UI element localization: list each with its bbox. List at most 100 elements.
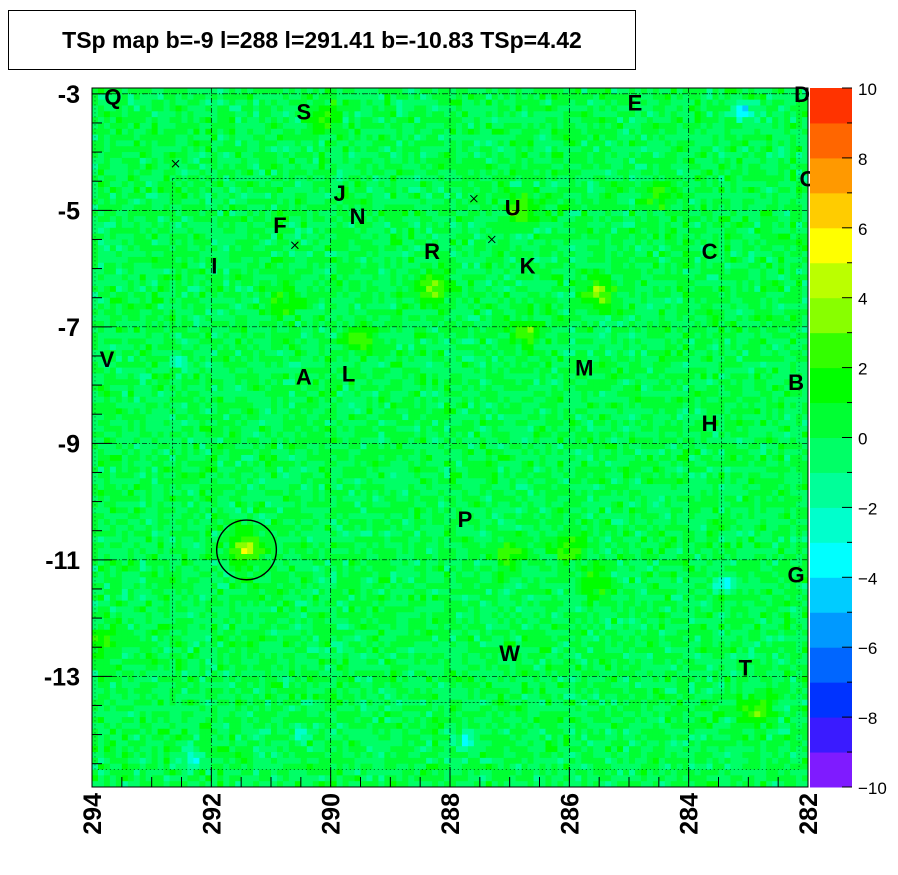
heat-cell [426, 245, 433, 252]
heat-cell [533, 321, 540, 328]
heat-cell [265, 309, 272, 316]
heat-cell [378, 128, 385, 136]
heat-cell [121, 169, 129, 176]
heat-cell [575, 204, 582, 211]
heat-cell [491, 245, 499, 252]
heat-cell [784, 309, 791, 316]
heat-cell [605, 146, 612, 153]
heat-cell [557, 99, 564, 106]
heat-cell [658, 93, 666, 101]
heat-cell [754, 157, 761, 165]
heat-cell [181, 152, 188, 159]
heat-cell [658, 291, 666, 299]
heat-cell [682, 268, 690, 275]
heat-cell [121, 251, 129, 258]
heat-cell [229, 157, 236, 165]
heat-cell [294, 210, 302, 217]
heat-cell [473, 93, 481, 101]
heat-cell [300, 204, 308, 211]
heat-cell [450, 315, 457, 322]
heat-cell [569, 221, 576, 229]
heat-cell [175, 204, 182, 211]
heat-cell [175, 262, 182, 269]
heat-cell [748, 274, 755, 281]
heat-cell [790, 111, 797, 118]
heat-cell [115, 152, 123, 159]
heat-cell [97, 169, 105, 176]
heat-cell [676, 181, 684, 188]
heat-cell [551, 163, 558, 170]
heat-cell [587, 239, 594, 246]
heat-cell [360, 245, 367, 252]
heat-cell [145, 157, 153, 165]
heat-cell [354, 88, 361, 95]
heat-cell [593, 140, 600, 147]
heat-cell [187, 262, 194, 269]
heat-cell [241, 111, 248, 118]
heat-cell [265, 134, 272, 141]
heat-cell [700, 134, 707, 141]
heat-cell [575, 268, 582, 275]
heat-cell [748, 181, 755, 188]
heat-cell [348, 88, 355, 95]
heat-cell [533, 221, 540, 229]
heat-cell [706, 204, 713, 211]
heat-cell [300, 227, 308, 235]
heat-cell [450, 117, 457, 124]
heat-cell [271, 122, 278, 130]
heat-cell [778, 157, 785, 165]
heat-cell [569, 163, 576, 170]
heat-cell [145, 192, 153, 200]
heat-cell [575, 88, 582, 95]
heat-cell [497, 192, 505, 200]
heat-cell [503, 297, 511, 304]
heat-cell [217, 111, 224, 118]
heat-cell [276, 163, 284, 170]
heat-cell [247, 192, 254, 200]
heat-cell [396, 245, 403, 252]
heat-cell [396, 227, 403, 235]
heat-cell [790, 204, 797, 211]
heat-cell [640, 117, 648, 124]
heat-cell [754, 262, 761, 269]
heat-cell [629, 210, 636, 217]
heat-cell [306, 140, 314, 147]
heat-cell [199, 198, 206, 205]
heat-cell [587, 268, 594, 275]
heat-cell [623, 187, 630, 194]
heat-cell [247, 291, 254, 299]
heat-cell [640, 122, 648, 130]
heat-cell [444, 291, 451, 299]
heat-cell [271, 315, 278, 322]
heat-cell [575, 99, 582, 106]
heat-cell [790, 239, 797, 246]
heat-cell [658, 134, 666, 141]
heat-cell [623, 309, 630, 316]
heat-cell [640, 291, 648, 299]
heat-cell [760, 280, 767, 287]
heat-cell [109, 146, 117, 153]
heat-cell [157, 262, 164, 269]
heat-cell [503, 152, 511, 159]
heat-cell [694, 309, 701, 316]
heat-cell [581, 315, 588, 322]
heat-cell [360, 251, 367, 258]
heat-cell [527, 245, 534, 252]
heat-cell [97, 221, 105, 229]
heat-cell [634, 315, 642, 322]
heat-cell [736, 163, 743, 170]
heat-cell [688, 99, 696, 106]
heat-cell [199, 221, 206, 229]
heat-cell [97, 256, 105, 264]
heat-cell [527, 233, 534, 240]
heat-cell [426, 140, 433, 147]
heat-cell [479, 105, 487, 112]
heat-cell [384, 256, 391, 264]
heat-cell [557, 309, 564, 316]
heat-cell [438, 326, 445, 334]
heat-cell [318, 140, 326, 147]
heat-cell [485, 117, 493, 124]
heat-cell [133, 146, 141, 153]
heat-cell [557, 169, 564, 176]
heat-cell [599, 251, 606, 258]
